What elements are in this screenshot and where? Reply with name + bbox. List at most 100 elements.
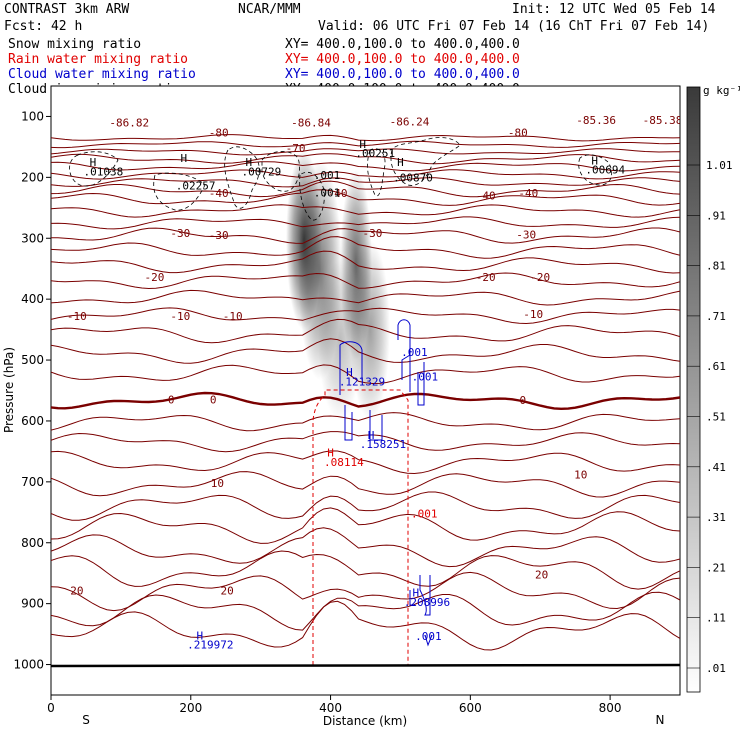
temperature-contour	[51, 169, 680, 180]
contour-label: -10	[523, 308, 543, 321]
temperature-contour	[51, 600, 680, 651]
contour-label: -30	[516, 229, 536, 242]
contour-label: -30	[363, 227, 383, 240]
y-tick-label: 100	[21, 109, 44, 123]
legend-rain-name: Rain water mixing ratio	[8, 52, 188, 67]
temperature-contour	[51, 134, 680, 142]
cloud-ice-contours	[69, 137, 613, 221]
contour-label: H	[368, 429, 375, 442]
contour-label: 20	[70, 584, 83, 597]
y-tick-label: 800	[21, 536, 44, 550]
colorbar-tick-label: .71	[706, 310, 726, 323]
contour-label: .00729	[241, 165, 281, 178]
y-tick-label: 900	[21, 597, 44, 611]
contour-label: H	[327, 447, 334, 460]
valid-time: Valid: 06 UTC Fri 07 Feb 14 (16 ChT Fri …	[318, 19, 709, 34]
contour-label: H	[591, 154, 598, 167]
temperature-contour	[51, 272, 680, 290]
colorbar-tick-label: .81	[706, 260, 726, 273]
temperature-contour	[51, 189, 680, 206]
temperature-contours	[51, 134, 680, 651]
y-tick-label: 600	[21, 414, 44, 428]
y-tick-label: 500	[21, 353, 44, 367]
contour-label: 0	[210, 394, 217, 407]
contour-label: -30	[170, 227, 190, 240]
temperature-contour	[51, 391, 680, 411]
contour-label: 20	[220, 584, 233, 597]
temperature-contour	[51, 307, 680, 325]
contour-label: .219972	[187, 638, 233, 651]
contour-label: 10	[211, 477, 224, 490]
legend-cloudwater-name: Cloud water mixing ratio	[8, 67, 196, 82]
colorbar-tick-label: 1.01	[706, 159, 733, 172]
temperature-contour	[51, 318, 680, 344]
y-axis: 100 200 300 400 500 600 700 800 900 1000	[13, 109, 51, 672]
temperature-contour	[51, 338, 680, 364]
y-tick-label: 200	[21, 170, 44, 184]
colorbar-tick-label: .61	[706, 360, 726, 373]
temperature-contour	[51, 148, 680, 156]
contour-labels: -86.82 -86.84 -86.24 -85.36 -85.38 -80 -80 -70 -…	[67, 114, 680, 651]
x-end-label-north: N	[656, 713, 665, 727]
colorbar	[686, 86, 701, 693]
forecast-hour: Fcst: 42 h	[4, 19, 82, 34]
y-tick-label: 300	[21, 231, 44, 245]
x-axis-label: Distance (km)	[323, 714, 407, 728]
x-end-label-south: S	[82, 713, 90, 727]
contour-label: -80	[508, 126, 528, 139]
cloud-water-contours	[339, 319, 433, 647]
x-tick-label: 600	[459, 701, 482, 715]
contour-label: .00251	[355, 147, 395, 160]
temperature-contour	[51, 571, 680, 612]
model-name: CONTRAST 3km ARW	[4, 2, 129, 17]
temperature-contour	[51, 431, 680, 453]
contour-label: -40	[328, 187, 348, 200]
contour-label: -20	[144, 271, 164, 284]
colorbar-tick-label: .01	[706, 662, 726, 675]
temperature-contour	[51, 177, 680, 188]
contour-label: 0	[519, 394, 526, 407]
legend-rain-xy: XY= 400.0,100.0 to 400.0,400.0	[285, 52, 520, 67]
contour-label: .02257	[176, 179, 216, 192]
contour-label: .001	[412, 370, 439, 383]
contour-label: -85.36	[576, 114, 616, 127]
temperature-contour	[51, 527, 680, 568]
y-tick-label: 1000	[13, 658, 44, 672]
contour-label: .208996	[404, 596, 450, 609]
contour-label: .00694	[585, 163, 625, 176]
temperature-contour	[51, 471, 680, 498]
y-tick-label: 700	[21, 475, 44, 489]
colorbar-tick-label: .91	[706, 209, 726, 222]
temperature-contour	[51, 161, 680, 172]
temperature-contour	[51, 450, 680, 475]
colorbar-tick-label: .31	[706, 511, 726, 524]
legend-cloudwater-xy: XY= 400.0,100.0 to 400.0,400.0	[285, 67, 520, 82]
x-axis: 0 200 400 600 800	[47, 695, 622, 715]
temperature-contour	[51, 236, 680, 259]
contour-label: -10	[170, 310, 190, 323]
temperature-contour	[51, 591, 680, 631]
contour-label: .001	[314, 169, 341, 182]
legend-snow-name: Snow mixing ratio	[8, 37, 141, 52]
temperature-contour	[51, 289, 680, 306]
rain-contours	[312, 389, 409, 665]
temperature-contour	[51, 216, 680, 230]
x-tick-label: 400	[319, 701, 342, 715]
contour-label: -40	[209, 187, 229, 200]
temperature-contour	[51, 227, 680, 244]
x-tick-label: 800	[599, 701, 622, 715]
colorbar-tick-label: .51	[706, 411, 726, 424]
contour-label: -86.84	[291, 117, 331, 130]
contour-label: H	[413, 587, 420, 600]
x-tick-label: 0	[47, 701, 55, 715]
contour-label: -40	[518, 187, 538, 200]
contour-label: 0	[168, 394, 175, 407]
contour-label: .121329	[339, 375, 385, 388]
contour-label: .01038	[84, 165, 124, 178]
temperature-contour	[51, 153, 680, 165]
contour-label: -20	[476, 271, 496, 284]
institution: NCAR/MMM	[238, 2, 301, 17]
contour-label: H	[197, 629, 204, 642]
contour-label: -70	[286, 142, 306, 155]
y-axis-label: Pressure (hPa)	[2, 347, 16, 433]
